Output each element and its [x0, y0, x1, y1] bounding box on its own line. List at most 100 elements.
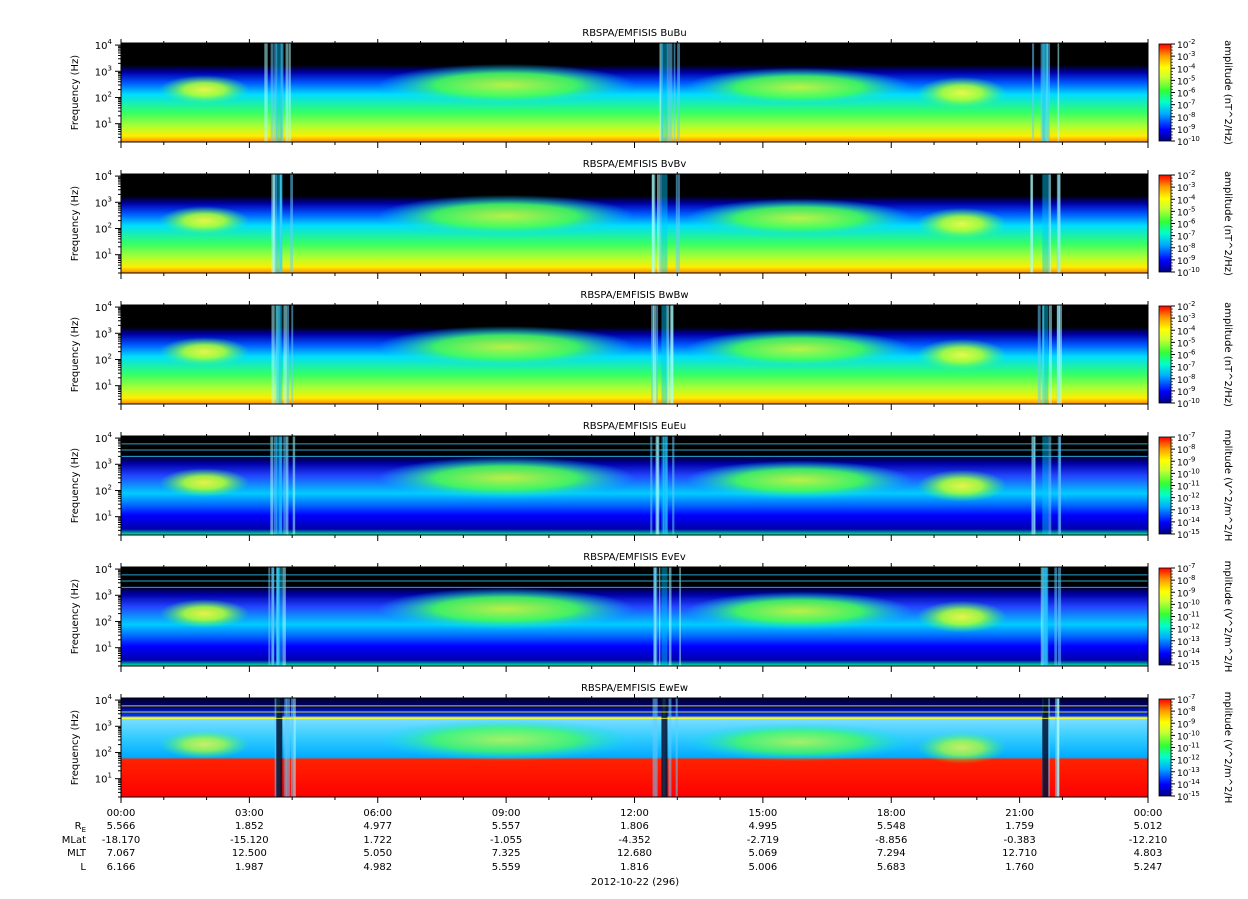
colorbar-label: amplitude (nT^2/Hz) [1222, 302, 1233, 407]
burst-streak [656, 174, 660, 273]
colorbar-label: mplitude (V^2/m^2/H [1222, 430, 1233, 542]
x-tick-label: 00:00 [1134, 808, 1163, 819]
colorbar-tick-label: 10-14 [1177, 778, 1200, 791]
y-tick-label: 104 [95, 562, 113, 576]
y-tick-label: 101 [95, 248, 112, 262]
burst-streak [669, 43, 673, 142]
burst-streak [672, 436, 675, 535]
y-tick-label: 101 [95, 510, 112, 524]
perigee-band [1042, 567, 1049, 666]
ephemeris-value-re: 5.548 [877, 821, 906, 832]
burst-streak [675, 174, 678, 273]
ephemeris-label-mlt: MLT [67, 848, 87, 859]
burst-streak [273, 436, 278, 535]
y-tick-label: 102 [95, 614, 112, 628]
burst-streak [1040, 567, 1044, 666]
ephemeris-value-mlat: -1.055 [490, 835, 522, 846]
burst-streak [654, 567, 657, 666]
panel-title: RBSPA/EMFISIS BwBw [580, 290, 688, 301]
y-tick-label: 104 [95, 300, 113, 314]
panel-5: RBSPA/EMFISIS EvEv Frequency (Hz) 101 102 10… [70, 552, 1233, 672]
burst-streak [293, 698, 296, 797]
burst-streak [651, 305, 655, 404]
ephemeris-value-mlt: 4.803 [1134, 848, 1163, 859]
colorbar-label: mplitude (V^2/m^2/H [1222, 561, 1233, 673]
colorbar-tick-label: 10-9 [1177, 254, 1195, 267]
panel-2: RBSPA/EMFISIS BvBv Frequency (Hz) 101 102 10… [70, 159, 1233, 279]
ephemeris-value-mlt: 12.710 [1002, 848, 1037, 859]
colorbar-tick-label: 10-6 [1177, 87, 1196, 100]
burst-streak [673, 43, 676, 142]
colorbar-gradient [1158, 567, 1172, 666]
x-tick-label: 00:00 [107, 808, 136, 819]
y-tick-label: 102 [95, 745, 112, 759]
x-tick-label: 03:00 [235, 808, 264, 819]
ephemeris-value-re: 5.012 [1134, 821, 1163, 832]
ephemeris-value-mlt: 7.325 [492, 848, 521, 859]
perigee-band [276, 567, 283, 666]
emission-band [159, 730, 250, 760]
ephemeris-value-l: 5.247 [1134, 862, 1163, 873]
ephemeris-table: RE MLat MLT L 5.566 -18.170 7.067 6.166 1.85… [62, 821, 1168, 873]
burst-streak [666, 305, 670, 404]
ephemeris-value-mlat: -18.170 [102, 835, 141, 846]
colorbar-tick-label: 10-11 [1177, 480, 1200, 493]
colorbar-tick-label: 10-8 [1177, 574, 1195, 587]
colorbar-tick-label: 10-13 [1177, 504, 1200, 517]
perigee-band [1042, 305, 1049, 404]
colorbar-tick-label: 10-15 [1177, 790, 1200, 803]
burst-streak [1056, 305, 1060, 404]
colorbar-tick-label: 10-2 [1177, 38, 1195, 51]
emission-band [685, 722, 913, 762]
colorbar-tick-label: 10-8 [1177, 373, 1195, 386]
colorbar-tick-label: 10-3 [1177, 50, 1195, 63]
burst-streak [275, 305, 279, 404]
ephemeris-value-l: 1.816 [620, 862, 649, 873]
ephemeris-value-mlat: -12.210 [1129, 835, 1168, 846]
y-tick-label: 103 [95, 457, 112, 471]
emission-band [377, 456, 635, 500]
y-tick-label: 104 [95, 431, 113, 445]
perigee-band [276, 43, 283, 142]
ephemeris-value-l: 1.760 [1005, 862, 1034, 873]
perigee-band [661, 174, 668, 273]
date-label: 2012-10-22 (296) [591, 877, 679, 888]
burst-streak [658, 567, 661, 666]
perigee-band [661, 698, 668, 797]
emission-band [685, 67, 913, 107]
colorbar-tick-label: 10-13 [1177, 635, 1200, 648]
burst-streak [292, 436, 296, 535]
colorbar-tick-label: 10-12 [1177, 754, 1200, 767]
y-axis-label: Frequency (Hz) [70, 710, 81, 786]
ephemeris-value-re: 5.566 [107, 821, 136, 832]
burst-streak [283, 436, 287, 535]
colorbar-tick-label: 10-11 [1177, 742, 1200, 755]
spectrogram-panels: RBSPA/EMFISIS BuBu Frequency (Hz) 101 102 10… [70, 28, 1233, 819]
emission-band [916, 338, 1007, 371]
spectrogram-image [121, 43, 1148, 142]
colorbar-tick-label: 10-7 [1177, 693, 1195, 706]
emission-band [377, 325, 635, 369]
burst-streak [279, 305, 281, 404]
colorbar-tick-label: 10-12 [1177, 623, 1200, 636]
burst-streak [1033, 436, 1036, 535]
burst-streak [677, 43, 681, 142]
colorbar-tick-label: 10-5 [1177, 205, 1195, 218]
perigee-band [1042, 174, 1049, 273]
ephemeris-value-l: 5.559 [492, 862, 521, 873]
burst-streak [276, 567, 279, 666]
emission-band [159, 468, 250, 498]
y-tick-label: 102 [95, 352, 112, 366]
colorbar-tick-label: 10-10 [1177, 467, 1200, 480]
colorbar-tick-label: 10-6 [1177, 349, 1196, 362]
emission-band [685, 591, 913, 631]
colorbar-tick-label: 10-7 [1177, 361, 1195, 374]
burst-streak [656, 436, 660, 535]
perigee-band [1042, 43, 1049, 142]
emission-band [916, 76, 1007, 109]
colorbar-tick-label: 10-10 [1177, 598, 1200, 611]
colorbar-gradient [1158, 174, 1172, 273]
panel-title: RBSPA/EMFISIS EvEv [583, 552, 686, 563]
burst-streak [668, 567, 672, 666]
